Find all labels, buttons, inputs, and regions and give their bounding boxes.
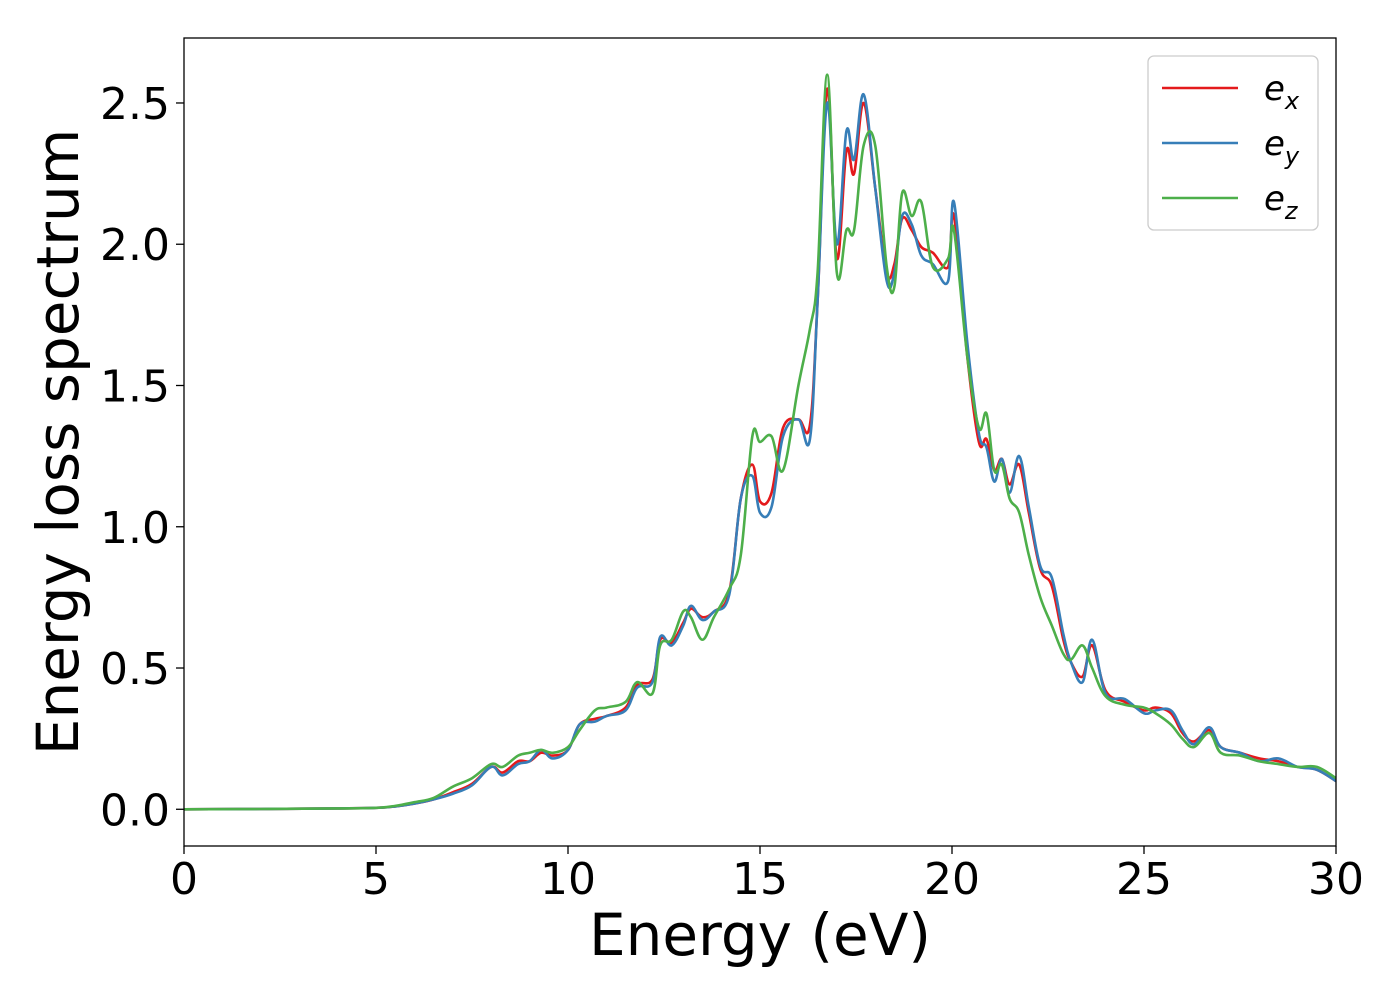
x-tick-label: 10 bbox=[540, 854, 596, 905]
x-tick-label: 25 bbox=[1116, 854, 1172, 905]
series-line-e-z bbox=[184, 73, 1336, 811]
x-tick-label: 20 bbox=[924, 854, 980, 905]
y-tick-label: 0.0 bbox=[100, 785, 170, 836]
legend-label-z: ez bbox=[1264, 179, 1299, 225]
x-tick-label: 30 bbox=[1308, 854, 1364, 905]
y-tick-label: 0.5 bbox=[100, 644, 170, 695]
y-tick-label: 1.0 bbox=[100, 503, 170, 554]
x-axis: 0 5 10 15 20 25 30 bbox=[170, 846, 1364, 905]
y-axis: 0.0 0.5 1.0 1.5 2.0 2.5 bbox=[100, 79, 184, 836]
y-axis-label: Energy loss spectrum bbox=[24, 129, 92, 755]
legend-label-x: ex bbox=[1264, 69, 1300, 115]
y-tick-label: 1.5 bbox=[100, 361, 170, 412]
y-tick-label: 2.0 bbox=[100, 220, 170, 271]
y-tick-label: 2.5 bbox=[100, 79, 170, 130]
x-tick-label: 0 bbox=[170, 854, 198, 905]
x-axis-label: Energy (eV) bbox=[589, 901, 931, 969]
legend: ex ey ez bbox=[1147, 55, 1319, 231]
x-tick-label: 5 bbox=[362, 854, 390, 905]
x-tick-label: 15 bbox=[732, 854, 788, 905]
series-layer bbox=[184, 73, 1336, 811]
legend-label-y: ey bbox=[1264, 124, 1300, 170]
series-line-e-y bbox=[184, 93, 1336, 811]
